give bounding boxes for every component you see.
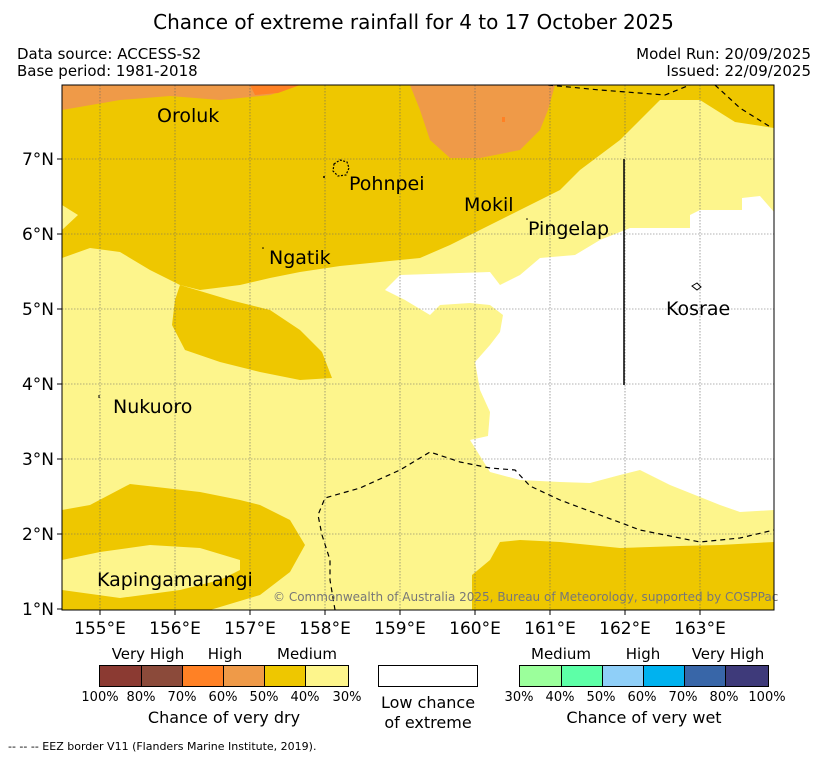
legend-wet-medium: Medium — [531, 645, 591, 663]
lon-tick: 157°E — [224, 619, 276, 639]
ngatik-atoll — [262, 247, 264, 249]
label-nukuoro: Nukuoro — [113, 396, 192, 418]
swatch-dry-100 — [100, 666, 142, 686]
region-yellow-southwest — [62, 484, 305, 610]
swatch-wet-60 — [644, 666, 685, 686]
lat-tick: 4°N — [22, 375, 54, 395]
map-title: Chance of extreme rainfall for 4 to 17 O… — [153, 10, 674, 34]
lat-tick: 1°N — [22, 600, 54, 620]
label-ngatik: Ngatik — [269, 247, 331, 269]
swatch-dry-40 — [306, 666, 348, 686]
lon-tick: 158°E — [299, 619, 351, 639]
base-period: Base period: 1981-2018 — [17, 62, 198, 80]
lon-tick: 159°E — [374, 619, 426, 639]
lat-tick: 2°N — [22, 525, 54, 545]
ant-atoll — [323, 176, 325, 178]
label-kosrae: Kosrae — [666, 298, 730, 320]
pingelap-atoll — [526, 218, 528, 220]
model-run: Model Run: 20/09/2025 — [636, 45, 811, 63]
pct-wet: 40% — [545, 690, 575, 705]
swatch-wet-50 — [603, 666, 644, 686]
swatch-wet-40 — [562, 666, 603, 686]
lon-tick: 160°E — [449, 619, 501, 639]
copyright-text: © Commonwealth of Australia 2025, Bureau… — [273, 590, 778, 604]
legend-low-line2: of extreme — [384, 713, 472, 732]
legend-wet-title: Chance of very wet — [566, 708, 722, 727]
lon-tick: 156°E — [149, 619, 201, 639]
pct-wet: 60% — [627, 690, 657, 705]
pct-dry: 50% — [249, 690, 279, 705]
source-info: Data source: ACCESS-S2 Base period: 1981… — [17, 46, 201, 80]
legend-low-line1: Low chance — [380, 693, 476, 712]
lat-tick: 7°N — [22, 150, 54, 170]
map-frame — [61, 84, 775, 611]
pct-dry: 60% — [208, 690, 238, 705]
swatch-dry-70 — [183, 666, 224, 686]
pct-wet: 50% — [586, 690, 616, 705]
region-yellow-southeast — [472, 540, 774, 610]
pct-dry: 70% — [167, 690, 197, 705]
region-orange-northwest — [62, 85, 300, 110]
swatch-wet-80 — [726, 666, 768, 686]
legend-dry-high: High — [207, 645, 243, 663]
pct-dry: 40% — [290, 690, 320, 705]
lat-tick: 6°N — [22, 225, 54, 245]
lon-tick: 163°E — [674, 619, 726, 639]
label-oroluk: Oroluk — [157, 105, 219, 127]
pct-dry: 30% — [332, 690, 362, 705]
legend-dry-medium: Medium — [277, 645, 337, 663]
lat-tick: 5°N — [22, 300, 54, 320]
legend-dry-colorbar — [99, 665, 349, 687]
data-source: Data source: ACCESS-S2 — [17, 45, 202, 63]
pct-dry: 80% — [126, 690, 156, 705]
eez-footnote: -- -- -- EEZ border V11 (Flanders Marine… — [8, 740, 317, 753]
label-mokil: Mokil — [464, 194, 514, 216]
kosrae-island — [691, 282, 702, 291]
pct-dry: 100% — [81, 690, 119, 705]
region-orange-north — [62, 85, 555, 158]
legend-low-title: Low chance of extreme — [368, 693, 488, 733]
region-white — [385, 196, 774, 512]
swatch-low — [378, 665, 478, 687]
region-dark-orange — [250, 85, 300, 95]
pohnpei-island — [332, 159, 350, 177]
legend-dry: Very High High Medium 100% 80% 70% 60% 5… — [81, 645, 364, 735]
legend-wet-very-high: Very High — [691, 645, 765, 663]
swatch-dry-60 — [224, 666, 265, 686]
label-pingelap: Pingelap — [528, 218, 609, 240]
legend-wet-high: High — [625, 645, 661, 663]
legend-wet-colorbar — [519, 665, 769, 687]
swatch-wet-70 — [685, 666, 726, 686]
legend-dry-very-high: Very High — [111, 645, 185, 663]
lon-tick: 162°E — [599, 619, 651, 639]
legend-dry-title: Chance of very dry — [147, 708, 301, 727]
pct-wet: 80% — [709, 690, 739, 705]
lon-tick: 161°E — [524, 619, 576, 639]
pct-wet: 100% — [748, 690, 786, 705]
pct-wet: 30% — [504, 690, 534, 705]
eez-borders — [317, 85, 774, 610]
run-info: Model Run: 20/09/2025 Issued: 22/09/2025 — [636, 46, 811, 80]
issued-date: Issued: 22/09/2025 — [666, 62, 811, 80]
label-kapingamarangi: Kapingamarangi — [97, 569, 253, 591]
map-fill-layer — [62, 85, 774, 610]
lat-tick: 3°N — [22, 450, 54, 470]
region-yellow-north — [62, 85, 774, 290]
swatch-dry-50 — [265, 666, 306, 686]
pct-wet: 70% — [668, 690, 698, 705]
rainfall-map: Oroluk Pohnpei Mokil Pingelap Ngatik Kos… — [22, 84, 778, 639]
legend-low: Low chance of extreme — [378, 665, 478, 740]
graticule — [62, 85, 774, 610]
swatch-dry-80 — [142, 666, 183, 686]
lon-tick: 155°E — [74, 619, 126, 639]
region-dark-orange-spot — [502, 117, 505, 122]
swatch-wet-30 — [520, 666, 562, 686]
axis-ticks — [57, 158, 701, 615]
label-pohnpei: Pohnpei — [349, 173, 425, 195]
legend-wet: Medium High Very High 30% 40% 50% 60% 70… — [505, 645, 786, 735]
